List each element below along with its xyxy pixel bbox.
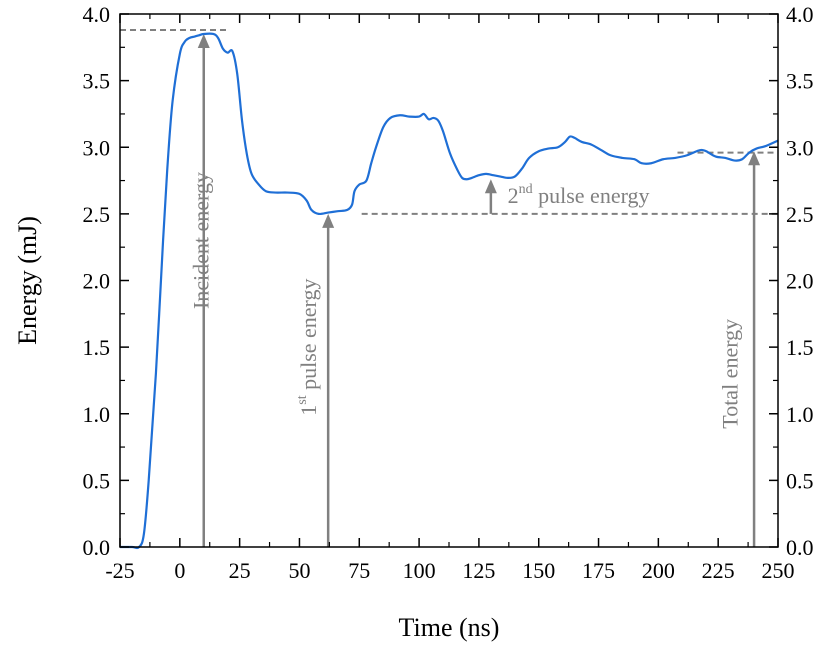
y-tick-label-left: 0.0	[83, 535, 111, 560]
series-layer	[120, 32, 779, 550]
annotation-incident: Incident energy	[120, 28, 228, 547]
annotation-first-pulse: 1st pulse energy	[295, 213, 335, 547]
y-tick-label-left: 3.5	[83, 69, 111, 94]
x-tick-label: 25	[229, 558, 251, 583]
y-tick-label-right: 0.5	[786, 468, 814, 493]
annotation-total: Total energy	[677, 151, 778, 547]
x-tick-label: -25	[105, 558, 134, 583]
y-tick-label-right: 3.0	[786, 135, 814, 160]
annotations-layer: Incident energy 1st pulse energy 2nd pulse…	[120, 28, 778, 547]
y-tick-label-left: 1.5	[83, 335, 111, 360]
y-tick-label-left: 3.0	[83, 135, 111, 160]
y-tick-label-left: 4.0	[83, 2, 111, 27]
y-tick-label-right: 1.0	[786, 402, 814, 427]
y-tick-label-left: 1.0	[83, 402, 111, 427]
x-tick-label: 75	[348, 558, 370, 583]
y-tick-label-right: 2.5	[786, 202, 814, 227]
arrow-head-icon	[197, 33, 210, 48]
x-tick-label: 150	[522, 558, 555, 583]
annotation-label: 2nd pulse energy	[508, 182, 650, 208]
axes-layer	[119, 13, 779, 548]
x-tick-label: 125	[462, 558, 495, 583]
y-tick-label-left: 2.0	[83, 269, 111, 294]
x-tick-label: 175	[582, 558, 615, 583]
x-tick-label: 50	[288, 558, 310, 583]
energy-series-line	[120, 32, 779, 550]
arrow-head-icon	[484, 179, 497, 194]
x-tick-label: 250	[762, 558, 795, 583]
y-tick-label-right: 4.0	[786, 2, 814, 27]
y-axis-title: Energy (mJ)	[13, 216, 42, 345]
x-tick-label: 0	[174, 558, 185, 583]
plot-frame	[119, 13, 779, 548]
x-tick-label: 100	[403, 558, 436, 583]
annotation-second-pulse: 2nd pulse energy	[361, 179, 778, 215]
annotation-label: Incident energy	[189, 172, 214, 309]
y-tick-label-left: 2.5	[83, 202, 111, 227]
arrow-head-icon	[322, 213, 335, 228]
y-tick-label-right: 2.0	[786, 269, 814, 294]
annotation-label: Total energy	[717, 319, 742, 429]
y-tick-label-right: 3.5	[786, 69, 814, 94]
x-axis-title: Time (ns)	[399, 613, 500, 642]
y-tick-label-right: 1.5	[786, 335, 814, 360]
arrow-head-icon	[748, 151, 761, 166]
y-tick-label-left: 0.5	[83, 468, 111, 493]
x-tick-label: 200	[642, 558, 675, 583]
x-tick-label: 225	[702, 558, 735, 583]
y-tick-label-right: 0.0	[786, 535, 814, 560]
annotation-label: 1st pulse energy	[295, 279, 321, 416]
